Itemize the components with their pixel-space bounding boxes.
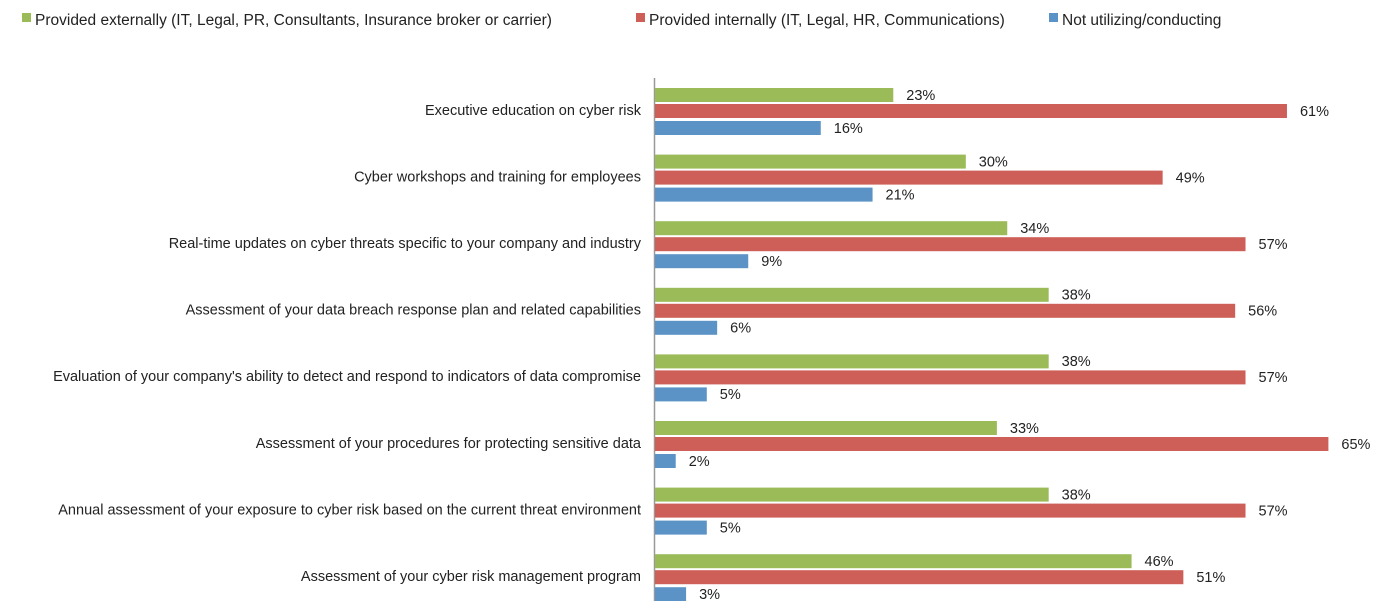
- category-label: Evaluation of your company's ability to …: [53, 369, 641, 385]
- bar: [655, 187, 873, 202]
- bar: [655, 570, 1184, 585]
- bar: [655, 237, 1246, 252]
- value-label: 3%: [699, 587, 720, 601]
- value-label: 5%: [720, 387, 741, 403]
- value-label: 46%: [1145, 554, 1174, 570]
- value-label: 33%: [1010, 421, 1039, 437]
- legend-swatch: [636, 13, 645, 22]
- value-label: 49%: [1176, 170, 1205, 186]
- bar: [655, 287, 1049, 302]
- value-label: 21%: [886, 187, 915, 203]
- bar: [655, 454, 676, 468]
- bar: [655, 254, 749, 269]
- bar: [655, 170, 1163, 185]
- legend-label: Provided internally (IT, Legal, HR, Comm…: [649, 12, 1005, 29]
- bar: [655, 554, 1132, 569]
- category-label: Real-time updates on cyber threats speci…: [169, 236, 642, 252]
- bar: [655, 487, 1049, 502]
- value-label: 16%: [834, 121, 863, 137]
- value-label: 5%: [720, 520, 741, 536]
- bar: [655, 503, 1246, 518]
- legend-swatch: [22, 13, 31, 22]
- bar: [655, 370, 1246, 385]
- value-label: 65%: [1341, 437, 1370, 453]
- legend-label: Provided externally (IT, Legal, PR, Cons…: [35, 12, 552, 29]
- value-label: 56%: [1248, 304, 1277, 320]
- value-label: 57%: [1259, 237, 1288, 253]
- bar: [655, 387, 707, 402]
- category-label: Assessment of your data breach response …: [186, 303, 641, 319]
- bar: [655, 154, 966, 169]
- value-label: 51%: [1196, 570, 1225, 586]
- category-label: Executive education on cyber risk: [425, 103, 642, 119]
- bar: [655, 221, 1008, 236]
- legend-label: Not utilizing/conducting: [1062, 12, 1221, 29]
- value-label: 57%: [1259, 370, 1288, 386]
- value-label: 34%: [1020, 221, 1049, 237]
- value-label: 57%: [1259, 503, 1288, 519]
- value-label: 30%: [979, 154, 1008, 170]
- value-label: 6%: [730, 321, 751, 337]
- category-label: Assessment of your cyber risk management…: [301, 569, 641, 585]
- category-label: Assessment of your procedures for protec…: [256, 436, 642, 452]
- bar: [655, 320, 718, 335]
- bar: [655, 421, 997, 435]
- value-label: 23%: [906, 88, 935, 104]
- value-label: 9%: [761, 254, 782, 270]
- category-label: Cyber workshops and training for employe…: [354, 169, 641, 185]
- legend-swatch: [1049, 13, 1058, 22]
- bar: [655, 354, 1049, 369]
- value-label: 38%: [1062, 288, 1091, 304]
- bar: [655, 587, 687, 601]
- bar: [655, 303, 1236, 318]
- value-label: 61%: [1300, 104, 1329, 120]
- value-label: 38%: [1062, 354, 1091, 370]
- bar: [655, 437, 1329, 451]
- bar: [655, 520, 707, 535]
- value-label: 38%: [1062, 487, 1091, 503]
- value-label: 2%: [689, 454, 710, 470]
- category-label: Annual assessment of your exposure to cy…: [58, 502, 641, 518]
- bar: [655, 121, 821, 135]
- bar: [655, 88, 894, 102]
- bar: [655, 104, 1287, 118]
